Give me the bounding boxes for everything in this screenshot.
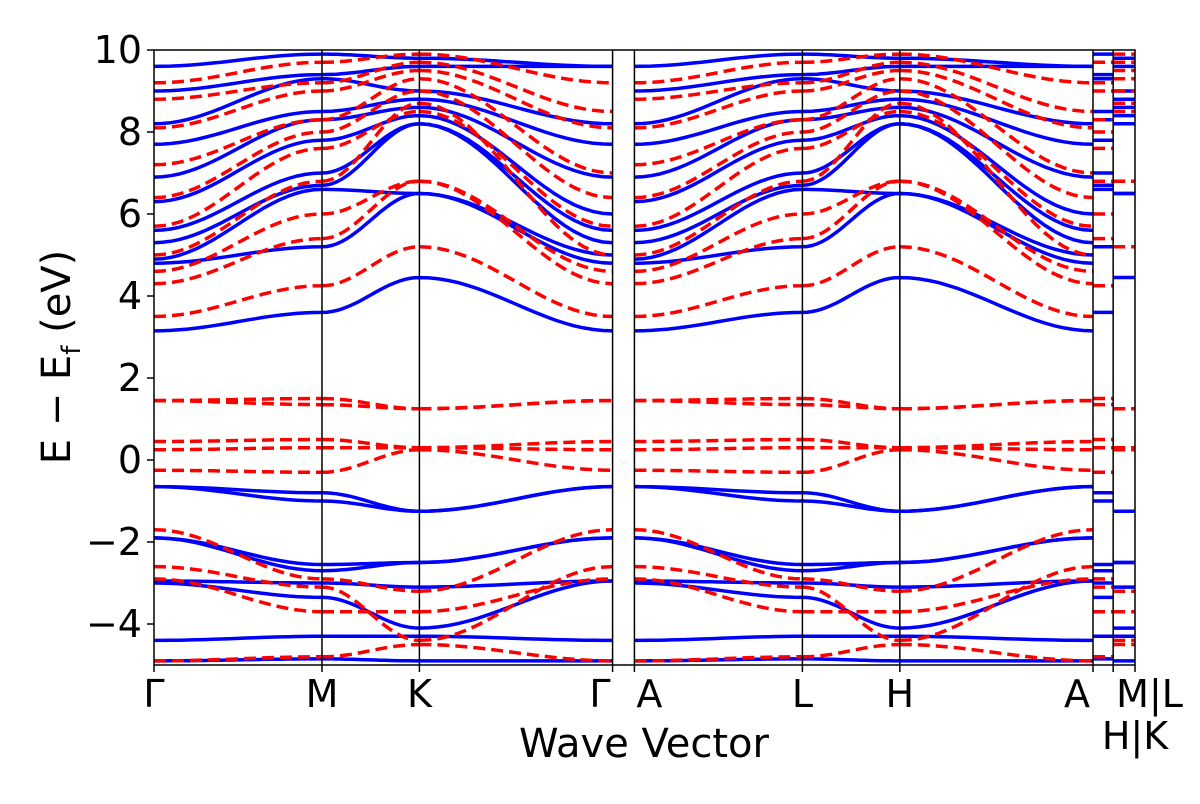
x-tick-label: Γ [589,672,610,716]
x-ticks: Γ M K Γ A L H A M|LH|K [143,665,1183,759]
spin-down-band-13 [154,109,1135,229]
spin-down-band-15 [154,76,1135,175]
y-tick-label: 4 [118,274,142,318]
spin-up-band-8 [154,275,1135,333]
spin-up-band-3 [154,579,1135,589]
spin-down-band-18 [154,52,1135,85]
spin-up-band-17 [154,64,1135,93]
spin-down-band-17 [154,60,1135,114]
y-tick-label: 2 [118,356,142,400]
y-axis-label-main: E − E [34,355,80,465]
y-tick-label: 10 [94,28,142,72]
x-tick-label: A [1064,672,1090,716]
x-tick-label: M [306,672,339,716]
y-axis-label-unit: (eV) [34,250,80,346]
y-tick-label: 6 [118,192,142,236]
spin-up-band-18 [154,52,1135,69]
spin-up-band-5 [154,536,1135,567]
y-tick-label: −2 [86,520,142,564]
spin-down-band-11 [154,179,1135,274]
x-tick-label: Γ [143,672,164,716]
spin-down-band-1 [154,577,1135,614]
spin-down-band-6 [154,437,1135,450]
x-tick-label: H|K [1102,714,1169,759]
spin-down-band-14 [154,89,1135,200]
spin-down-band-10 [154,179,1135,286]
spin-up-band-15 [154,97,1135,147]
spin-down-band-5 [154,445,1135,452]
spin-up-band-16 [154,76,1135,126]
y-axis-label: E − Ef (eV) [34,250,87,465]
y-ticks: −4 −2 0 2 4 6 8 10 [86,28,154,646]
spin-down-band-3 [154,527,1135,593]
y-tick-label: −4 [86,602,142,646]
spin-down-band-8 [154,396,1135,411]
y-tick-label: 8 [118,110,142,154]
spin-down-band-2 [154,564,1135,643]
spin-up-band-7 [154,484,1135,514]
plot-area [154,50,1135,665]
x-tick-label: M|L [1116,672,1183,717]
spin-up-band-11 [154,122,1135,245]
y-axis-label-subscript: f [57,345,87,355]
x-tick-label: A [636,672,662,716]
spin-down-band-12 [154,101,1135,257]
y-tick-label: 0 [118,438,142,482]
spin-down-band-16 [154,68,1135,130]
spin-up-band-10 [154,187,1135,261]
spin-down-band-9 [154,245,1135,319]
x-tick-label: K [407,672,433,716]
axes-frame [153,49,1136,666]
spin-down-band-0 [154,642,1135,663]
spin-up-band-13 [154,113,1135,216]
x-axis-label: Wave Vector [519,721,770,767]
spin-down-band-4 [154,448,1135,475]
spin-up-band-1 [154,634,1135,643]
spin-up-band-12 [154,122,1135,233]
x-tick-label: L [792,672,813,716]
x-tick-label: H [886,672,915,716]
